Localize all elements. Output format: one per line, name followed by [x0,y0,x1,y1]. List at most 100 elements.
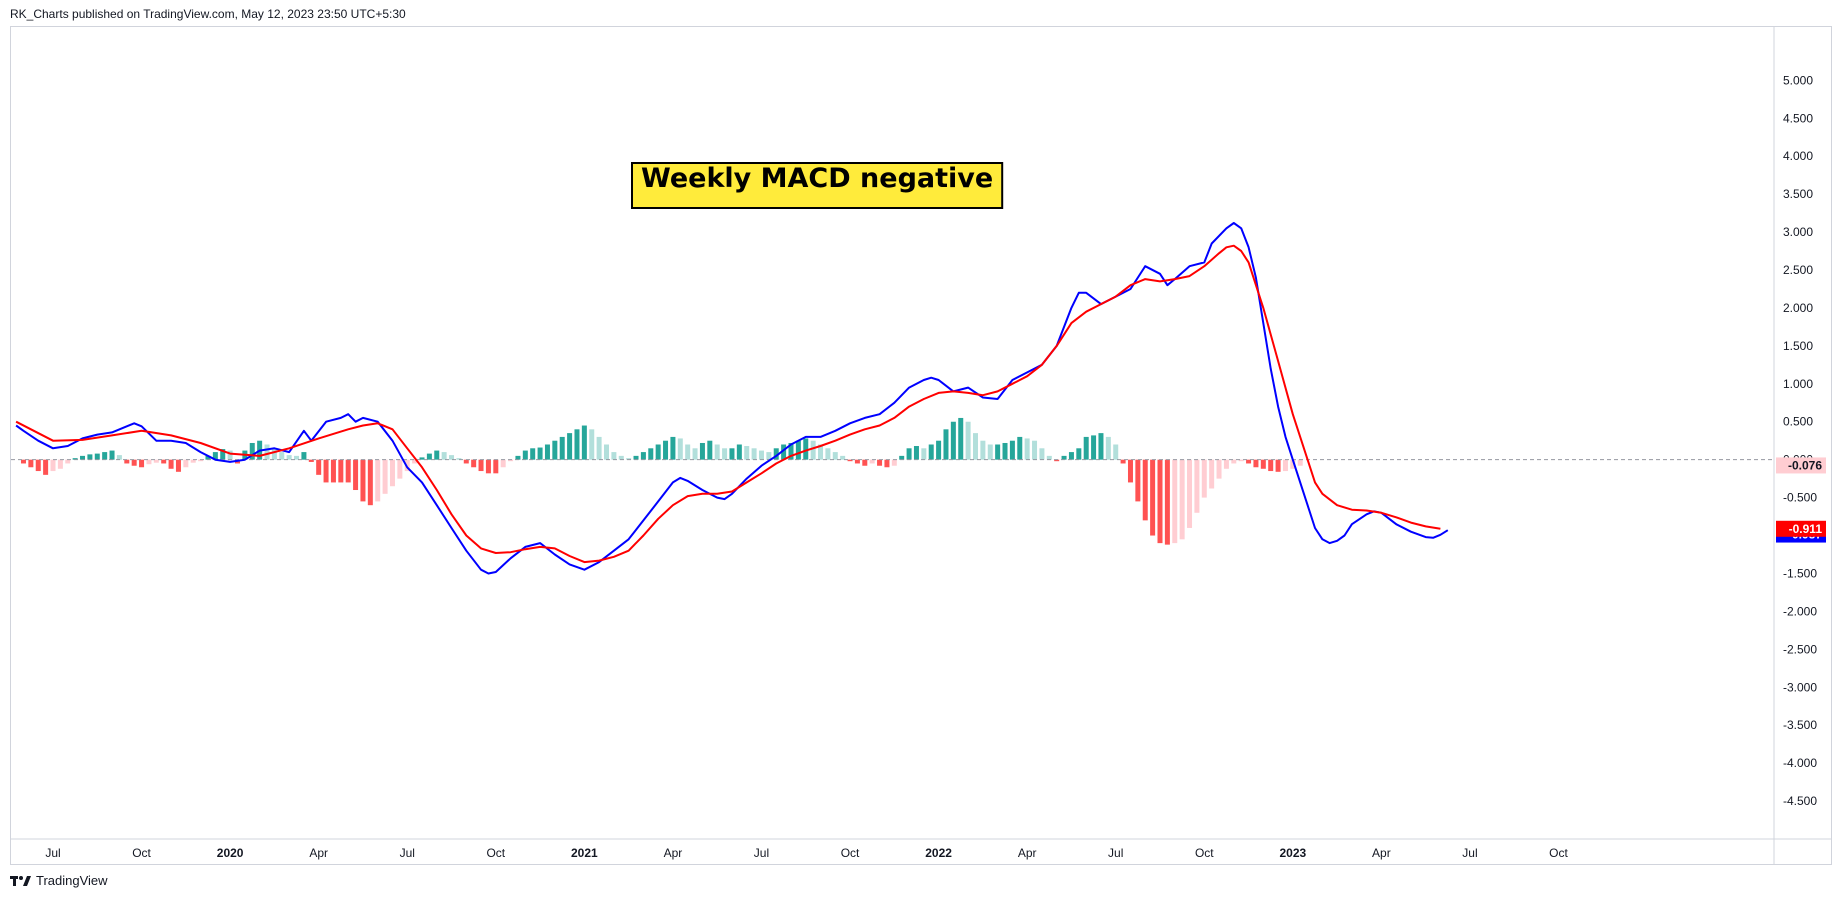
histogram-bar [530,448,536,460]
histogram-bar [655,444,661,460]
histogram-bar [153,459,159,463]
histogram-bar [604,444,609,460]
histogram-bar [877,459,883,466]
histogram-bar [1187,459,1193,528]
price-tick-label: -1.500 [1783,566,1817,580]
price-tick-label: 2.000 [1783,301,1813,315]
histogram-bar [677,438,683,460]
histogram-bar [788,442,794,460]
histogram-bar [633,455,639,460]
price-axis[interactable]: 5.000 4.500 4.000 3.500 3.000 2.500 2.000 1.500… [1783,73,1817,808]
annotation-box[interactable]: Weekly MACD negative [631,162,1004,209]
histogram-bar [1105,436,1111,460]
price-tick-label: -3.000 [1783,680,1817,694]
price-tick-label: 4.500 [1783,111,1813,125]
chart-frame: 5.000 4.500 4.000 3.500 3.000 2.500 2.000 1.500… [10,26,1832,865]
histogram-bar [80,455,86,460]
histogram-bar [980,440,986,460]
publish-info: RK_Charts published on TradingView.com, … [10,7,406,21]
histogram-bar [434,450,440,460]
histogram-bar [973,433,978,460]
histogram-bar [109,450,115,460]
histogram-bar [65,459,71,464]
histogram-bar [43,459,49,475]
histogram-bar [699,442,705,460]
histogram-bar [1127,459,1133,483]
histogram-bar [1157,459,1163,544]
histogram-bar [744,446,750,460]
histogram-bar [28,459,34,468]
price-tick-label: -2.500 [1783,642,1817,656]
histogram-bar [1135,459,1141,502]
time-tick-label: Oct [1195,846,1214,860]
histogram-bar [375,459,381,502]
histogram-bar [1238,459,1244,462]
histogram-bar [906,448,912,460]
time-tick-label: Oct [132,846,151,860]
histogram-bar [1216,459,1222,479]
histogram-bar [493,459,499,474]
time-tick-label: Jul [400,846,415,860]
histogram-bar [729,448,735,460]
histogram-bar [1179,459,1185,540]
histogram-bar [426,453,432,460]
histogram-bar [87,454,93,460]
histogram-bar [382,459,388,494]
histogram-bar [1032,440,1038,460]
histogram-bar [1061,455,1067,460]
histogram-bar [294,455,300,460]
time-tick-label: 2020 [217,846,244,860]
histogram-bar [183,459,189,468]
signal-line[interactable] [15,244,1441,564]
histogram-bar [766,452,772,460]
histogram-bar [618,455,624,460]
histogram-bar [175,459,181,472]
histogram-bar [832,452,838,460]
histogram-bar [795,440,801,460]
histogram-bar [626,458,632,460]
time-axis[interactable]: Jul Oct 2020 Apr Jul Oct 2021 Apr Jul Oct 2022 Apr J… [45,846,1568,860]
histogram-bar [1246,459,1252,464]
histogram-bar [891,459,897,466]
price-tick-label: 3.500 [1783,187,1813,201]
histogram-bar [1164,459,1170,545]
histogram-bar [131,459,137,466]
histogram-bar [190,459,196,463]
histogram-bar [124,459,130,464]
histogram-bar [264,444,270,460]
histogram-bar [471,459,477,468]
histogram-bar [205,455,211,460]
histogram-bar [751,448,757,460]
histogram-bar [1113,444,1119,460]
time-tick-label: Oct [1549,846,1568,860]
histogram-bar [847,459,853,462]
macd-line[interactable] [15,222,1449,575]
histogram-bar [1223,459,1229,469]
histogram-bar [707,440,713,460]
histogram-bar [1297,459,1303,466]
histogram-bar [1201,459,1207,498]
tradingview-logo-icon[interactable] [10,874,32,888]
histogram-bar [1024,438,1030,460]
lines-layer [15,222,1449,575]
histogram-bar [899,455,905,460]
time-tick-label: 2023 [1279,846,1306,860]
histogram-bar [271,448,277,460]
price-tick-label: 0.500 [1783,415,1813,429]
histogram-bar [862,459,868,466]
histogram-bar [1142,459,1148,521]
histogram-bar [353,459,359,491]
price-tick-label: 2.500 [1783,263,1813,277]
histogram-bar [818,444,824,460]
histogram-bar [20,459,26,464]
histogram-bar [574,429,580,460]
histogram-bar [57,459,63,469]
histogram-bar [928,444,934,460]
time-tick-label: Oct [486,846,505,860]
histogram-bar [781,444,787,460]
histogram-bar [840,455,846,460]
histogram-bar [714,444,720,460]
time-tick-label: Apr [309,846,328,860]
histogram-bar [72,458,78,460]
time-tick-label: Apr [1018,846,1037,860]
